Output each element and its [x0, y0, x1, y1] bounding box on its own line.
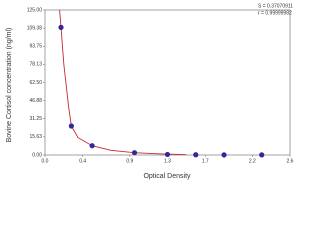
- page: Optical Density Bovine Cortisol concentr…: [5, 3, 294, 180]
- chart: Optical Density Bovine Cortisol concentr…: [6, 3, 294, 180]
- y-axis-label: Bovine Cortisol concentration (ng/ml): [6, 28, 13, 143]
- data-point: [221, 152, 227, 158]
- y-tick-label: 46.88: [29, 98, 42, 104]
- x-tick-label: 0.4: [79, 158, 86, 164]
- data-point: [58, 24, 64, 30]
- fit-curve: [59, 9, 187, 156]
- data-point: [259, 152, 265, 158]
- y-tick-label: 78.13: [29, 62, 42, 68]
- x-tick-label: 1.3: [164, 158, 171, 164]
- y-tick-label: 0.00: [32, 152, 42, 158]
- plot-frame: [44, 9, 291, 156]
- y-tick-label: 93.75: [29, 44, 42, 50]
- annotation: r = 0.99999982: [258, 10, 292, 16]
- x-tick-label: 0.9: [126, 158, 133, 164]
- x-axis-label: Optical Density: [143, 173, 191, 180]
- y-tick-label: 62.50: [29, 80, 42, 86]
- data-point: [131, 150, 138, 156]
- x-tick-label: 1.7: [202, 158, 209, 164]
- data-point: [164, 151, 171, 158]
- data-point: [193, 152, 199, 158]
- data-point: [89, 143, 95, 149]
- y-tick-label: 31.25: [29, 116, 42, 122]
- y-tick-label: 109.38: [27, 25, 43, 31]
- y-tick-label: 15.63: [29, 134, 42, 140]
- x-tick-label: 2.2: [249, 158, 256, 164]
- annotation: S = 0.37070911: [258, 3, 293, 9]
- y-tick-label: 125.00: [27, 7, 43, 13]
- x-tick-label: 2.6: [287, 158, 294, 164]
- data-point: [68, 123, 74, 129]
- x-tick-label: 0.0: [42, 158, 49, 164]
